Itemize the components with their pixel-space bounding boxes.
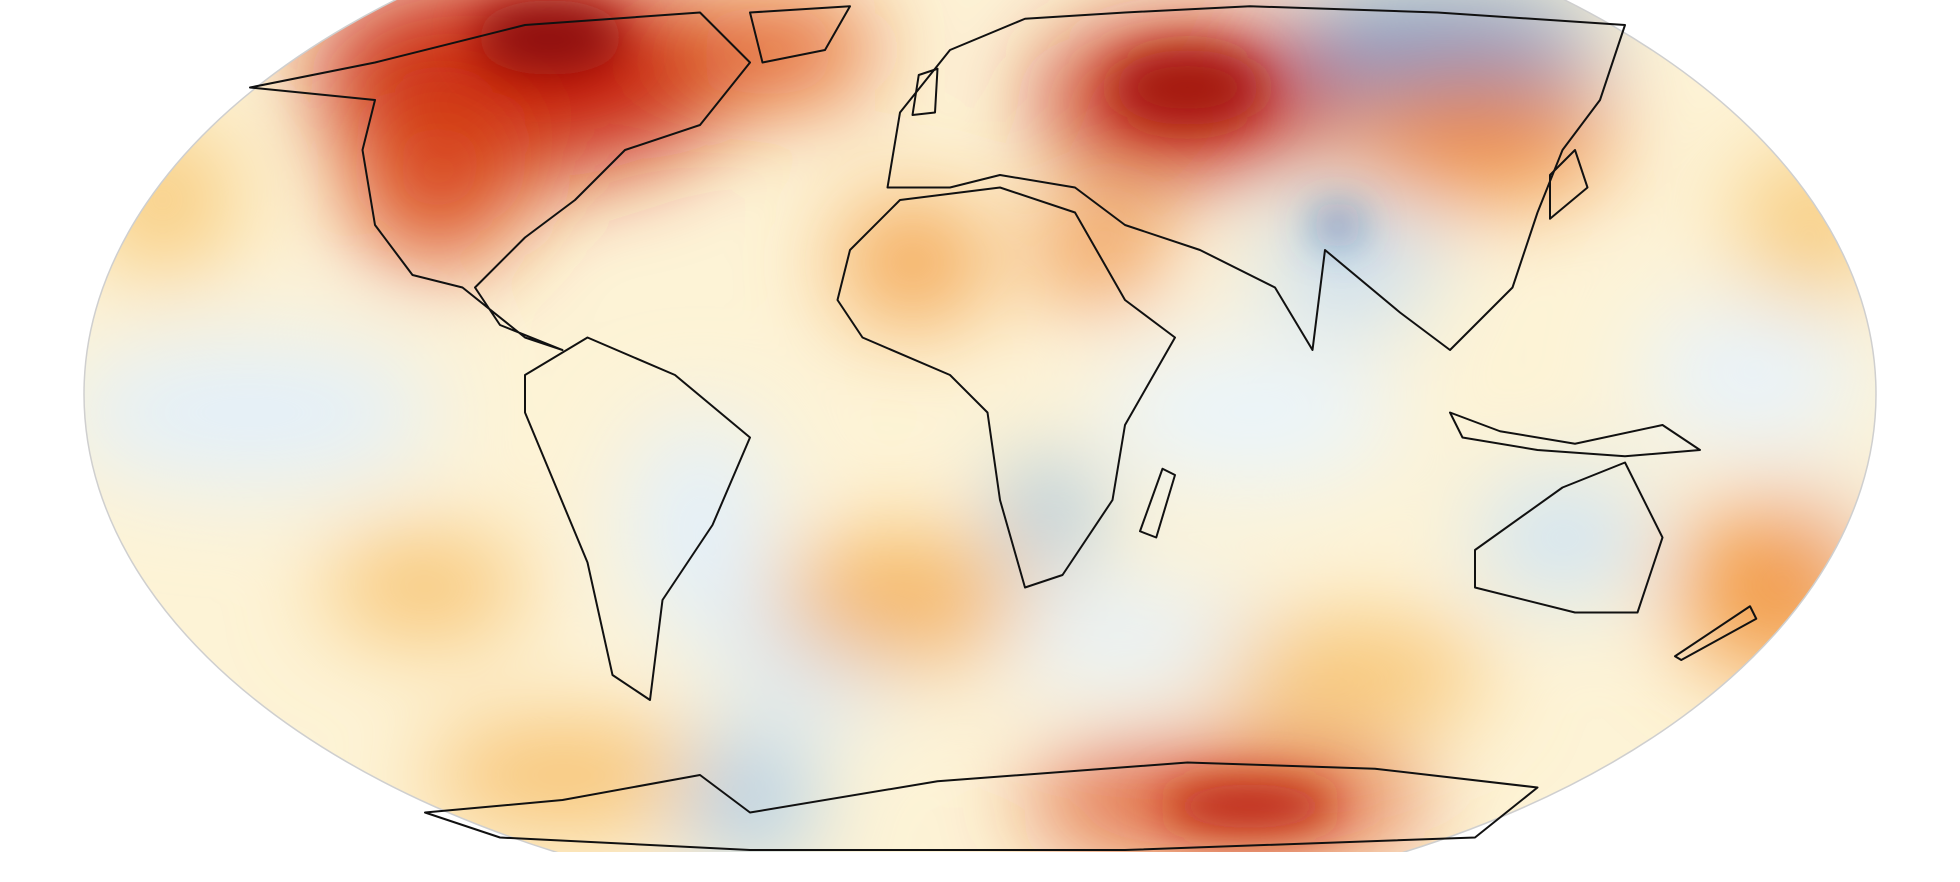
anomaly-peaks (475, 0, 1360, 829)
indonesia (1449, 411, 1701, 458)
madagascar (1139, 467, 1176, 539)
eurasia (886, 5, 1626, 351)
australia (1474, 461, 1664, 614)
globe-outline (83, 0, 1877, 852)
south-america (524, 336, 751, 701)
uk (911, 67, 939, 116)
greenland (749, 5, 851, 64)
antarctica (424, 761, 1539, 851)
coastlines (249, 5, 1758, 851)
new-zealand (1674, 605, 1758, 661)
japan (1549, 149, 1589, 220)
africa (836, 186, 1176, 589)
north-america (249, 11, 751, 351)
